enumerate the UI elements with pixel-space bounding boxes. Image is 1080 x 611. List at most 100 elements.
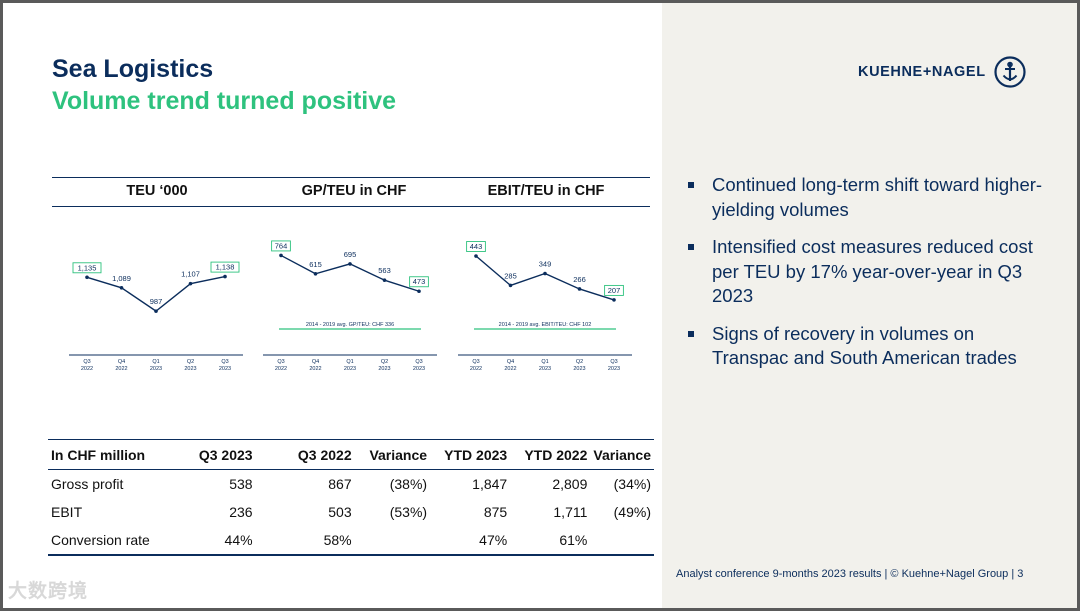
- data-point: [577, 287, 582, 291]
- bullet-marker-icon: [688, 330, 694, 337]
- brand-logo: KUEHNE+NAGEL: [858, 55, 1026, 89]
- table-cell: (53%): [389, 504, 428, 520]
- gp-teu-line-chart: 2014 - 2019 avg. GP/TEU: CHF 336 764 615 69…: [263, 240, 437, 372]
- column-header: Q3 2022: [297, 446, 352, 463]
- data-label: 473: [413, 277, 426, 286]
- slide-subtitle: Volume trend turned positive: [52, 87, 397, 115]
- x-tick-label: Q2: [187, 359, 194, 365]
- data-point: [154, 309, 158, 313]
- series-line: [280, 254, 420, 292]
- data-label-box: [409, 276, 429, 288]
- bullet-marker-icon: [688, 182, 694, 188]
- table-cell: Gross profit: [51, 476, 124, 492]
- bullet-text: Continued long-term shift toward higher-…: [712, 174, 1043, 220]
- data-point: [348, 262, 352, 266]
- table-cell: [590, 526, 654, 555]
- data-label-box: [466, 241, 486, 252]
- data-label: 207: [608, 286, 621, 295]
- bullet-item: Signs of recovery in volumes on Transpac…: [686, 322, 1046, 371]
- x-tick-label: Q1: [152, 359, 159, 365]
- x-tick-label: 2022: [275, 366, 287, 372]
- table-cell: (38%): [389, 476, 428, 492]
- data-point: [382, 278, 387, 282]
- chart-title-ebit-teu: EBIT/TEU in CHF: [487, 183, 605, 199]
- data-point: [313, 271, 318, 276]
- data-label-box: [271, 240, 291, 252]
- table-cell: 236: [229, 504, 253, 520]
- chart-header-top-rule: [52, 177, 650, 178]
- x-tick-label: Q4: [507, 359, 514, 365]
- x-tick-label: Q4: [312, 359, 319, 365]
- bullet-list: Continued long-term shift toward higher-…: [686, 173, 1046, 384]
- data-label: 764: [275, 241, 288, 250]
- x-tick-label: Q3: [415, 359, 422, 365]
- data-label: 349: [539, 260, 552, 269]
- table-cell: 1,847: [472, 476, 508, 492]
- bullet-item: Continued long-term shift toward higher-…: [686, 173, 1046, 222]
- data-label: 443: [470, 242, 483, 251]
- bullet-text: Intensified cost measures reduced cost p…: [712, 236, 1033, 306]
- reference-label: 2014 - 2019 avg. EBIT/TEU: CHF 102: [499, 322, 592, 328]
- table-row: EBIT 236 503 (53%) 875 1,711 (49%): [48, 498, 654, 526]
- x-tick-label: Q1: [346, 359, 353, 365]
- x-tick-label: Q3: [83, 359, 90, 365]
- table-cell: EBIT: [51, 504, 83, 520]
- table-cell: 1,711: [553, 504, 588, 520]
- data-point: [279, 253, 283, 258]
- table-cell: 538: [229, 476, 253, 492]
- data-point: [188, 281, 193, 286]
- table-cell: 503: [328, 504, 352, 520]
- footer-text: Analyst conference 9-months 2023 results…: [676, 568, 1024, 580]
- table-cell: (34%): [613, 476, 651, 492]
- data-label: 1,135: [78, 263, 97, 272]
- x-tick-label: 2023: [608, 366, 620, 372]
- data-label: 563: [378, 266, 391, 275]
- data-point: [119, 286, 124, 290]
- x-tick-label: Q3: [472, 359, 479, 365]
- financial-table: In CHF million Q3 2023 Q3 2022 Variance …: [48, 439, 654, 556]
- x-tick-label: 2023: [413, 366, 425, 372]
- data-label: 987: [150, 297, 163, 306]
- reference-label: 2014 - 2019 avg. GP/TEU: CHF 336: [306, 322, 394, 328]
- data-point: [543, 271, 547, 276]
- x-tick-label: 2023: [184, 366, 196, 372]
- x-tick-label: 2022: [470, 366, 482, 372]
- data-label: 1,107: [181, 270, 200, 279]
- x-tick-label: 2023: [539, 366, 551, 372]
- chart-title-teu: TEU ‘000: [126, 183, 188, 199]
- x-tick-label: 2023: [378, 366, 390, 372]
- data-point: [417, 289, 421, 294]
- x-tick-label: Q2: [381, 359, 388, 365]
- table-cell: 2,809: [552, 476, 588, 492]
- x-tick-label: Q1: [541, 359, 548, 365]
- bullet-marker-icon: [688, 244, 694, 250]
- slide-title: Sea Logistics: [52, 55, 214, 83]
- table-cell: 875: [483, 504, 508, 520]
- x-tick-label: Q4: [118, 359, 125, 365]
- chart-title-gp-teu: GP/TEU in CHF: [301, 183, 407, 199]
- x-tick-label: 2022: [81, 366, 93, 372]
- x-tick-label: 2022: [504, 366, 516, 372]
- x-tick-label: 2023: [219, 366, 231, 372]
- data-label: 1,089: [112, 274, 131, 283]
- data-point: [612, 298, 616, 302]
- anchor-icon: [994, 56, 1026, 88]
- table-cell: [355, 526, 430, 555]
- ebit-teu-line-chart: 2014 - 2019 avg. EBIT/TEU: CHF 102 443 285…: [458, 241, 632, 372]
- data-point: [223, 274, 227, 279]
- column-header: YTD 2023: [444, 446, 508, 463]
- table-cell: 61%: [559, 532, 588, 548]
- x-tick-label: Q3: [277, 359, 284, 365]
- column-header: In CHF million: [51, 446, 146, 463]
- x-tick-label: 2022: [115, 366, 127, 372]
- table-cell: 47%: [479, 532, 508, 548]
- right-panel: [662, 3, 1077, 608]
- bullet-text: Signs of recovery in volumes on Transpac…: [712, 322, 1017, 369]
- table-cell: 867: [328, 476, 352, 492]
- table-cell: Conversion rate: [51, 532, 150, 548]
- x-tick-label: Q2: [576, 359, 583, 365]
- data-label: 615: [309, 260, 322, 269]
- data-point: [508, 283, 513, 288]
- x-tick-label: 2023: [344, 366, 356, 372]
- data-label-box: [604, 284, 624, 296]
